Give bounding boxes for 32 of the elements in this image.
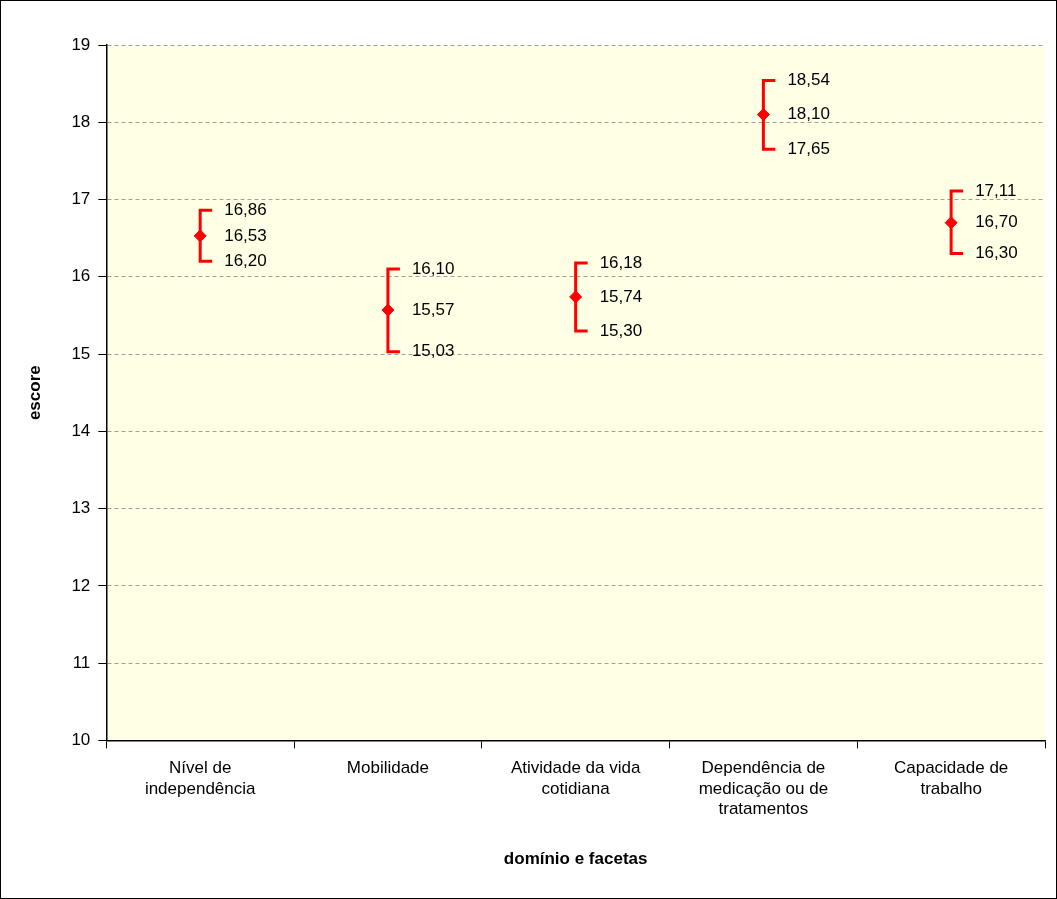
annotation: 17,65 xyxy=(787,139,830,158)
data-label: 16,70 xyxy=(975,212,1018,232)
annotation: 16,86 xyxy=(224,200,267,220)
annotation: 18,54 xyxy=(787,70,830,90)
y-tick-label: 16 xyxy=(71,266,91,286)
x-tick-label: Nível de independência xyxy=(144,758,257,798)
y-tick-label: 10 xyxy=(71,730,91,750)
data-label: 15,74 xyxy=(599,286,643,306)
y-tick-label: 12 xyxy=(71,575,91,595)
y-axis-title: escore xyxy=(24,365,44,421)
data-label: 15,57 xyxy=(411,299,455,319)
annotation: 17,11 xyxy=(975,180,1017,200)
y-tick-label: 14 xyxy=(71,421,91,441)
annotation: 15,03 xyxy=(411,341,455,361)
x-tick-label: Mobilidade xyxy=(346,758,430,778)
annotation: 16,30 xyxy=(975,243,1018,263)
data-label: 18,10 xyxy=(787,104,830,124)
x-tick-label: Dependência de medicação ou de tratamentos xyxy=(698,758,829,819)
annotation: 16,20 xyxy=(224,251,267,271)
x-tick-label: Capacidade de trabalho xyxy=(893,758,1009,798)
y-tick-label: 17 xyxy=(71,189,91,209)
x-axis-title: domínio e facetas xyxy=(503,849,648,869)
annotation: 16,10 xyxy=(411,258,455,278)
annotation: 16,18 xyxy=(599,252,643,272)
y-tick-label: 15 xyxy=(71,343,91,363)
data-label: 16,53 xyxy=(224,225,267,245)
x-tick-label: Atividade da vida cotidiana xyxy=(510,758,641,798)
y-tick-label: 13 xyxy=(71,498,91,518)
annotation: 15,30 xyxy=(599,320,643,340)
y-tick-label: 19 xyxy=(71,34,91,54)
y-tick-label: 11 xyxy=(72,652,91,672)
y-tick-label: 18 xyxy=(71,111,91,131)
